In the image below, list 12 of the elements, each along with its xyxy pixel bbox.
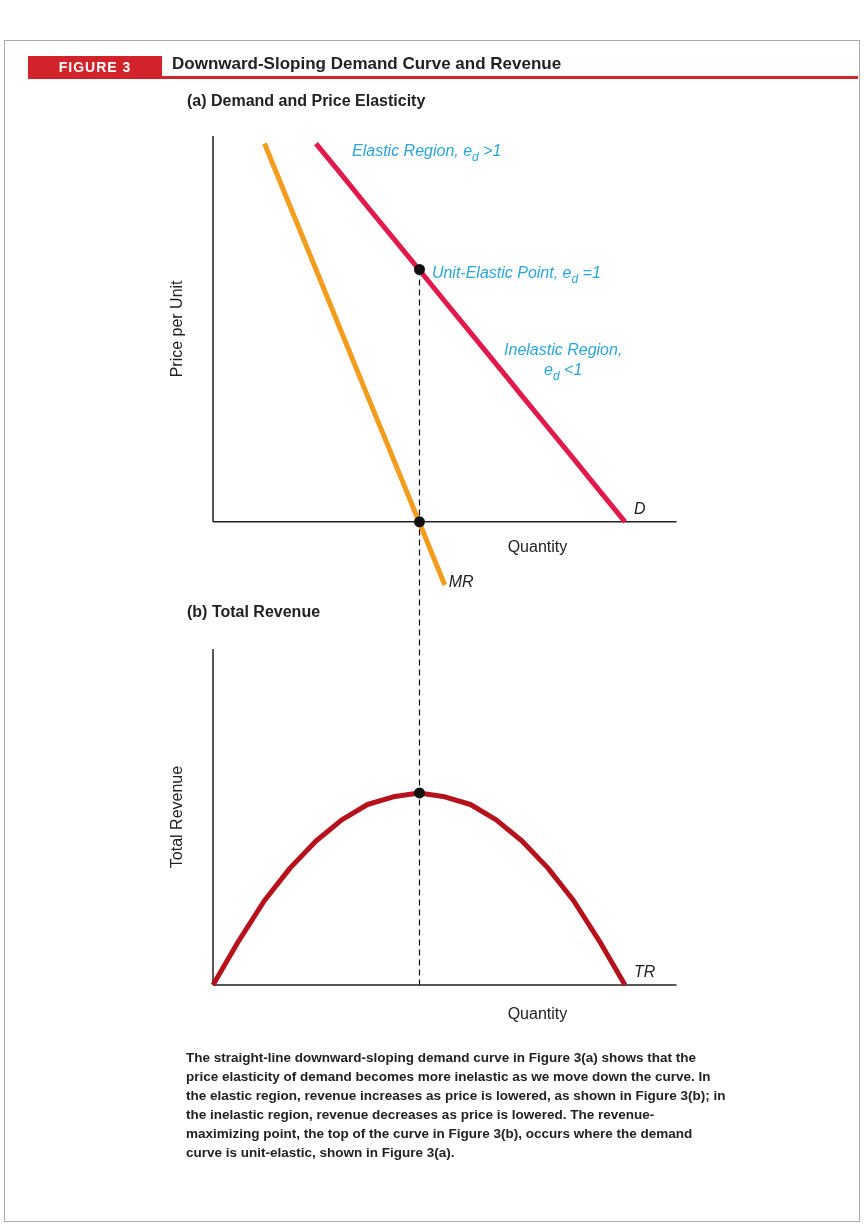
y-axis-title: Total Revenue (168, 765, 186, 869)
series-label: MR (448, 572, 475, 590)
series-label: D (634, 499, 646, 517)
x-axis-title: Quantity (507, 537, 568, 555)
y-axis-title: Price per Unit (168, 279, 186, 378)
chart-title: (b) Total Revenue (187, 603, 321, 621)
chart-subtitle: (a) Demand and Price Elasticity (187, 92, 426, 110)
chart-title: Downward-Sloping Demand Curve and Revenue (172, 54, 562, 74)
caption: FIGURE 3 (28, 56, 162, 79)
series-label: TR (634, 963, 656, 980)
text: The straight-line downward-sloping demand curve in Figure 3(a) shows that the price elasticity of demand becomes more inelastic as we move down the curve. In the elastic region, revenue increases as price is lowered, as shown in Figure 3(b); in the inelastic region, revenue decreases as price is lowered. The revenue-maximizing point, the top of the curve in Figure 3(b), occurs where the demand curve is unit-elastic, shown in Figure 3(a). (186, 1049, 726, 1162)
x-axis-title: Quantity (507, 1005, 568, 1022)
